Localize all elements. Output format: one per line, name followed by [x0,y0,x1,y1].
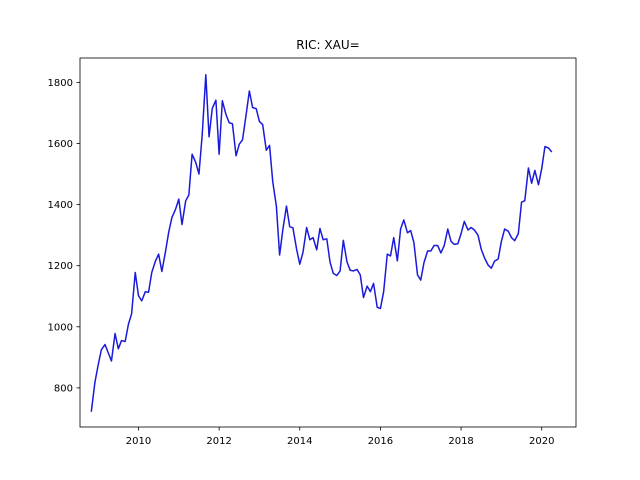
y-axis: 800 1000 1200 1400 1600 1800 [48,78,80,394]
y-tick-label: 1400 [48,200,73,211]
x-tick-label: 2020 [529,436,554,447]
x-tick-label: 2018 [448,436,473,447]
x-axis: 2010 2012 2014 2016 2018 2020 [126,427,554,447]
x-tick-label: 2012 [206,436,231,447]
y-tick-label: 1800 [48,78,73,89]
series-line [90,74,553,412]
y-tick-label: 800 [54,383,73,394]
y-tick-label: 1200 [48,261,73,272]
plot-area [79,57,577,428]
y-tick-label: 1000 [48,322,73,333]
x-tick-label: 2010 [126,436,151,447]
chart-title: RIC: XAU= [296,38,359,52]
x-tick-label: 2014 [287,436,312,447]
x-tick-label: 2016 [368,436,393,447]
y-tick-label: 1600 [48,139,73,150]
axes-frame [79,57,577,428]
